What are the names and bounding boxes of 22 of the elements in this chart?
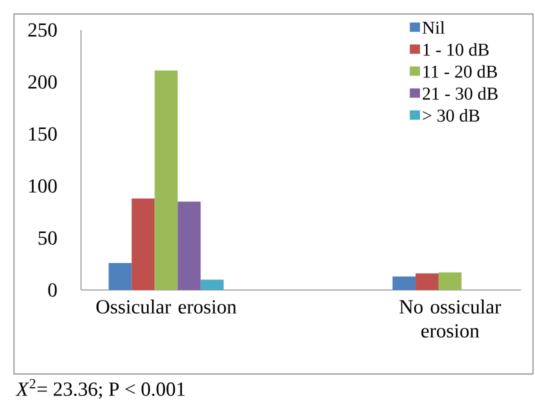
bar (200, 280, 224, 290)
bar (392, 276, 416, 290)
bar (416, 273, 439, 290)
y-tick-label: 200 (28, 75, 57, 89)
y-tick-label: 100 (29, 179, 57, 193)
legend-label: Nil (422, 21, 445, 34)
y-tick-label: 50 (38, 231, 57, 245)
legend-label: 11 - 20 dB (424, 65, 497, 78)
bar (438, 272, 462, 290)
y-tick-label: 150 (29, 127, 57, 141)
x-tick-label: No ossicular erosion (400, 300, 501, 338)
y-tick-label: 0 (48, 283, 57, 297)
legend-label: > 30 dB (422, 109, 480, 122)
bar (178, 202, 201, 290)
text: X$^{2}$= 23.36; P < 0.001 (16, 378, 185, 399)
x-tick-label: Ossicular erosion (96, 300, 236, 314)
legend-label: 21 - 30 dB (422, 87, 498, 100)
y-tick-label: 250 (28, 23, 57, 37)
legend-label: 1 - 10 dB (424, 43, 489, 56)
bar (132, 198, 155, 290)
bar (154, 70, 178, 290)
bar (108, 262, 132, 290)
